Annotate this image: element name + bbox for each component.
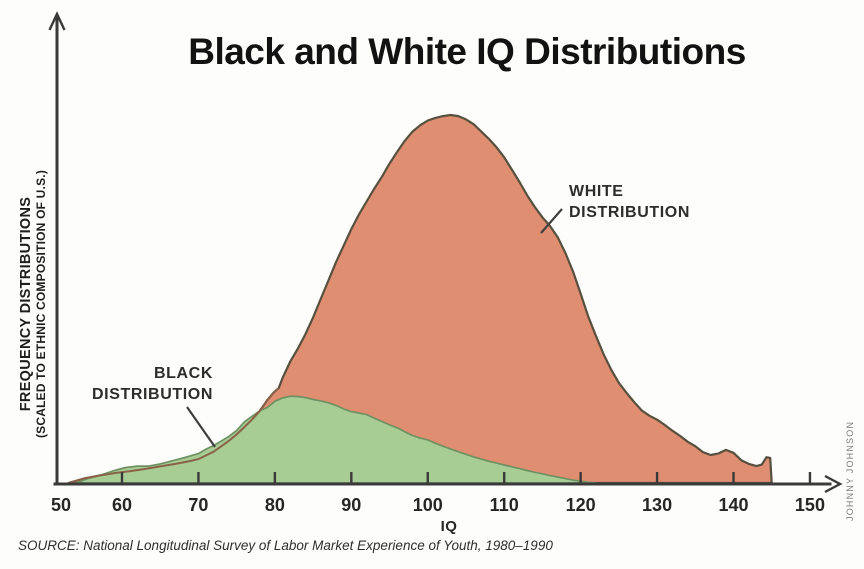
x-axis-ticks <box>120 472 812 484</box>
x-tick-label-80: 80 <box>265 495 285 515</box>
x-tick-label-70: 70 <box>188 495 208 515</box>
source-note: SOURCE: National Longitudinal Survey of … <box>18 538 553 553</box>
x-axis-title: IQ <box>441 518 458 535</box>
x-axis-arrowhead <box>824 474 843 494</box>
x-tick-label-150: 150 <box>795 495 825 515</box>
black-distribution-label: BLACK DISTRIBUTION <box>92 365 216 448</box>
x-tick-label-90: 90 <box>341 495 361 515</box>
black-distribution-area <box>75 395 597 484</box>
y-axis-label-line-1: FREQUENCY DISTRIBUTIONS <box>18 197 34 412</box>
white-distribution-area <box>67 113 773 485</box>
white-label-line-1: WHITE <box>569 183 624 200</box>
x-axis-tick-labels: 50 60 70 80 90 100 110 120 130 140 150 <box>51 495 825 515</box>
x-tick-label-130: 130 <box>642 495 672 515</box>
x-tick-label-100: 100 <box>413 495 443 515</box>
x-tick-label-60: 60 <box>112 495 132 515</box>
x-tick-label-140: 140 <box>718 495 748 515</box>
x-tick-label-110: 110 <box>490 495 519 515</box>
white-label-leader-line <box>540 208 563 234</box>
white-label-line-2: DISTRIBUTION <box>569 204 690 221</box>
artist-credit: JOHNNY JOHNSON <box>845 421 855 521</box>
chart-title: Black and White IQ Distributions <box>188 31 746 72</box>
white-distribution-label: WHITE DISTRIBUTION <box>540 183 690 234</box>
black-label-leader-line <box>186 406 216 448</box>
x-tick-label-50: 50 <box>51 495 71 515</box>
black-label-line-1: BLACK <box>154 365 213 382</box>
x-tick-label-120: 120 <box>566 495 596 515</box>
white-outline-overlay <box>68 387 280 484</box>
y-axis-arrowhead <box>48 11 66 31</box>
y-axis-label-line-2: (SCALED TO ETHNIC COMPOSITION OF U.S.) <box>34 170 48 438</box>
black-label-line-2: DISTRIBUTION <box>92 386 213 403</box>
